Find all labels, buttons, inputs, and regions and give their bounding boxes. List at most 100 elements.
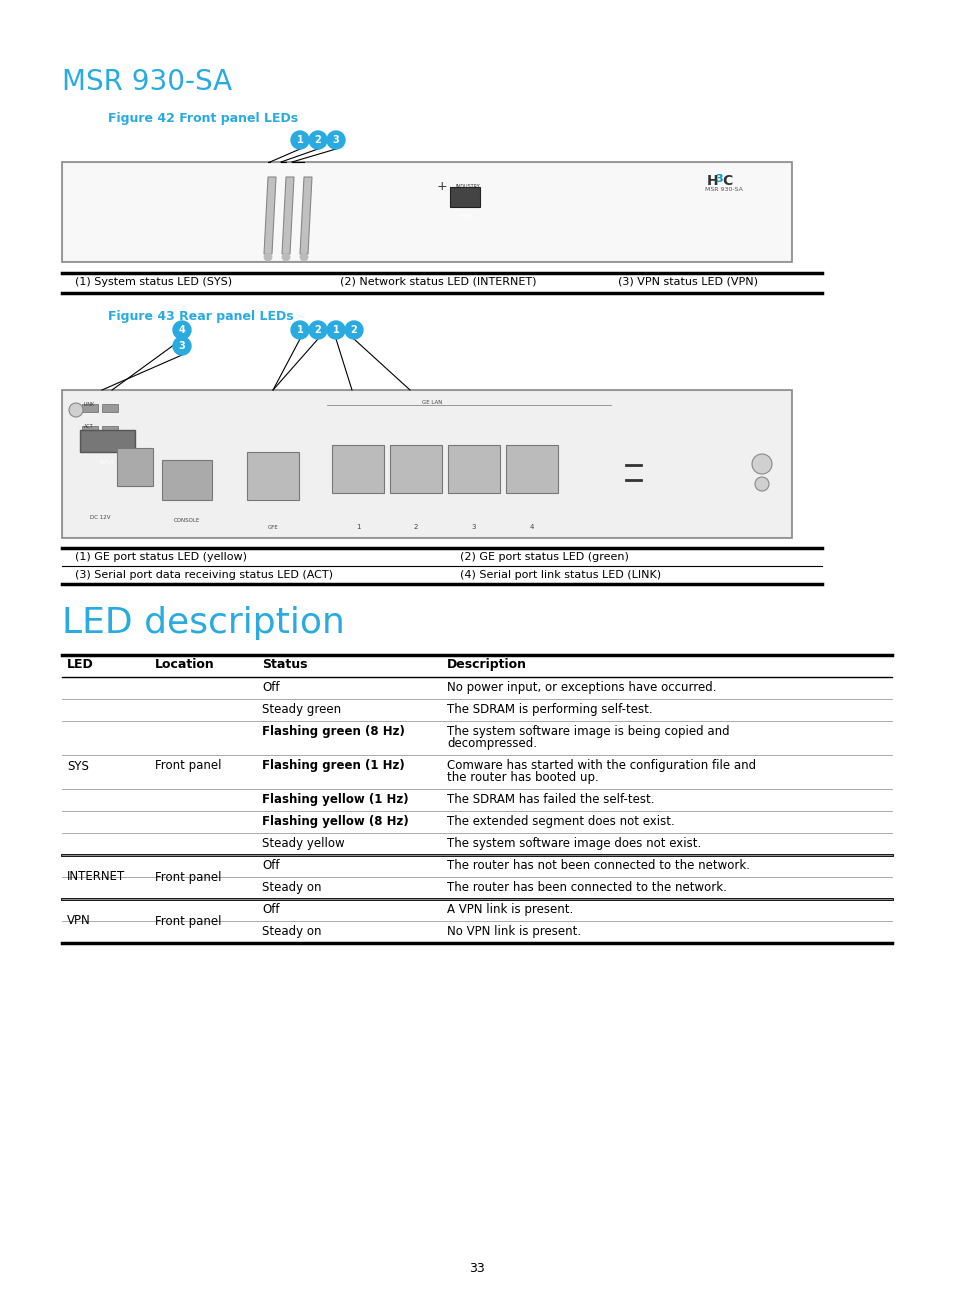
Bar	[247, 452, 298, 500]
Text: 4: 4	[529, 524, 534, 530]
Text: 1: 1	[333, 325, 339, 334]
Text: 2: 2	[351, 325, 357, 334]
Circle shape	[327, 131, 345, 149]
Text: Off: Off	[262, 859, 279, 872]
Bar	[448, 445, 499, 492]
Text: Figure 42 Front panel LEDs: Figure 42 Front panel LEDs	[108, 111, 297, 124]
Text: The system software image does not exist.: The system software image does not exist…	[447, 837, 700, 850]
Circle shape	[299, 253, 308, 260]
Text: The extended segment does not exist.: The extended segment does not exist.	[447, 815, 674, 828]
Circle shape	[754, 477, 768, 491]
Circle shape	[282, 253, 290, 260]
Text: Description: Description	[447, 658, 526, 671]
Bar	[80, 430, 135, 452]
Text: A VPN link is present.: A VPN link is present.	[447, 903, 573, 916]
Bar	[390, 445, 441, 492]
Text: Flashing yellow (8 Hz): Flashing yellow (8 Hz)	[262, 815, 408, 828]
Text: C: C	[721, 174, 732, 188]
Text: The router has not been connected to the network.: The router has not been connected to the…	[447, 859, 749, 872]
Bar	[62, 390, 791, 538]
Bar	[117, 448, 152, 486]
Text: Steady on: Steady on	[262, 881, 321, 894]
Text: DC 12V: DC 12V	[90, 515, 111, 520]
Text: (2) GE port status LED (green): (2) GE port status LED (green)	[459, 552, 628, 562]
Text: 2: 2	[314, 135, 321, 145]
Bar	[102, 426, 118, 434]
Polygon shape	[282, 178, 294, 254]
Circle shape	[69, 403, 83, 417]
Text: INDUSTRY: INDUSTRY	[456, 184, 480, 189]
Text: Figure 43 Rear panel LEDs: Figure 43 Rear panel LEDs	[108, 310, 294, 323]
Text: The SDRAM is performing self-test.: The SDRAM is performing self-test.	[447, 702, 652, 715]
Bar	[162, 460, 212, 500]
Text: 1: 1	[296, 135, 303, 145]
Circle shape	[291, 131, 309, 149]
Text: Status: Status	[262, 658, 307, 671]
Bar	[64, 165, 789, 260]
Text: 1: 1	[355, 524, 360, 530]
Text: GFE: GFE	[268, 525, 278, 530]
Text: Steady green: Steady green	[262, 702, 341, 715]
Bar	[450, 187, 479, 207]
Text: MSR 930-SA: MSR 930-SA	[62, 67, 232, 96]
Text: Flashing green (1 Hz): Flashing green (1 Hz)	[262, 759, 404, 772]
Text: 4: 4	[178, 325, 185, 334]
Bar	[332, 445, 384, 492]
Bar	[62, 162, 791, 262]
Text: LED description: LED description	[62, 607, 345, 640]
Text: Flashing green (8 Hz): Flashing green (8 Hz)	[262, 724, 404, 737]
Polygon shape	[299, 178, 312, 254]
Circle shape	[172, 337, 191, 355]
Text: Location: Location	[154, 658, 214, 671]
Bar	[505, 445, 558, 492]
Text: The router has been connected to the network.: The router has been connected to the net…	[447, 881, 726, 894]
Text: Front panel: Front panel	[154, 915, 221, 928]
Text: No VPN link is present.: No VPN link is present.	[447, 925, 580, 938]
Text: Steady yellow: Steady yellow	[262, 837, 344, 850]
Text: GE LAN: GE LAN	[421, 400, 442, 404]
Text: The SDRAM has failed the self-test.: The SDRAM has failed the self-test.	[447, 793, 654, 806]
Text: 3: 3	[714, 174, 721, 184]
Text: (4) Serial port link status LED (LINK): (4) Serial port link status LED (LINK)	[459, 570, 660, 581]
Bar	[102, 404, 118, 412]
Text: USB: USB	[459, 215, 470, 219]
Circle shape	[264, 253, 272, 260]
Text: LED: LED	[67, 658, 93, 671]
Bar	[64, 391, 789, 537]
Text: Comware has started with the configuration file and: Comware has started with the configurati…	[447, 759, 756, 772]
Text: (3) VPN status LED (VPN): (3) VPN status LED (VPN)	[618, 277, 758, 286]
Text: No power input, or exceptions have occurred.: No power input, or exceptions have occur…	[447, 680, 716, 693]
Text: Steady on: Steady on	[262, 925, 321, 938]
Circle shape	[345, 321, 363, 340]
Text: the router has booted up.: the router has booted up.	[447, 771, 598, 784]
Bar	[82, 404, 98, 412]
Circle shape	[172, 321, 191, 340]
Text: INTERNET: INTERNET	[67, 871, 125, 884]
Text: Front panel: Front panel	[154, 871, 221, 884]
Text: LINK: LINK	[84, 402, 95, 407]
Text: ACT: ACT	[84, 424, 93, 429]
Text: (2) Network status LED (INTERNET): (2) Network status LED (INTERNET)	[339, 277, 536, 286]
Text: 2: 2	[414, 524, 417, 530]
Text: Off: Off	[262, 680, 279, 693]
Text: Off: Off	[262, 903, 279, 916]
Text: 3: 3	[178, 341, 185, 351]
Text: 3: 3	[471, 524, 476, 530]
Polygon shape	[264, 178, 275, 254]
Text: INPUT: INPUT	[99, 460, 114, 465]
Text: VPN: VPN	[67, 915, 91, 928]
Text: (3) Serial port data receiving status LED (ACT): (3) Serial port data receiving status LE…	[75, 570, 333, 581]
Text: H: H	[706, 174, 718, 188]
Text: SYS: SYS	[67, 759, 89, 772]
Text: decompressed.: decompressed.	[447, 737, 537, 750]
Text: 2: 2	[314, 325, 321, 334]
Circle shape	[751, 454, 771, 474]
Bar	[82, 426, 98, 434]
Text: The system software image is being copied and: The system software image is being copie…	[447, 724, 729, 737]
Text: 33: 33	[469, 1262, 484, 1275]
Text: CONSOLE: CONSOLE	[173, 518, 200, 524]
Text: (1) System status LED (SYS): (1) System status LED (SYS)	[75, 277, 232, 286]
Text: 3: 3	[333, 135, 339, 145]
Text: Flashing yellow (1 Hz): Flashing yellow (1 Hz)	[262, 793, 408, 806]
Text: Front panel: Front panel	[154, 759, 221, 772]
